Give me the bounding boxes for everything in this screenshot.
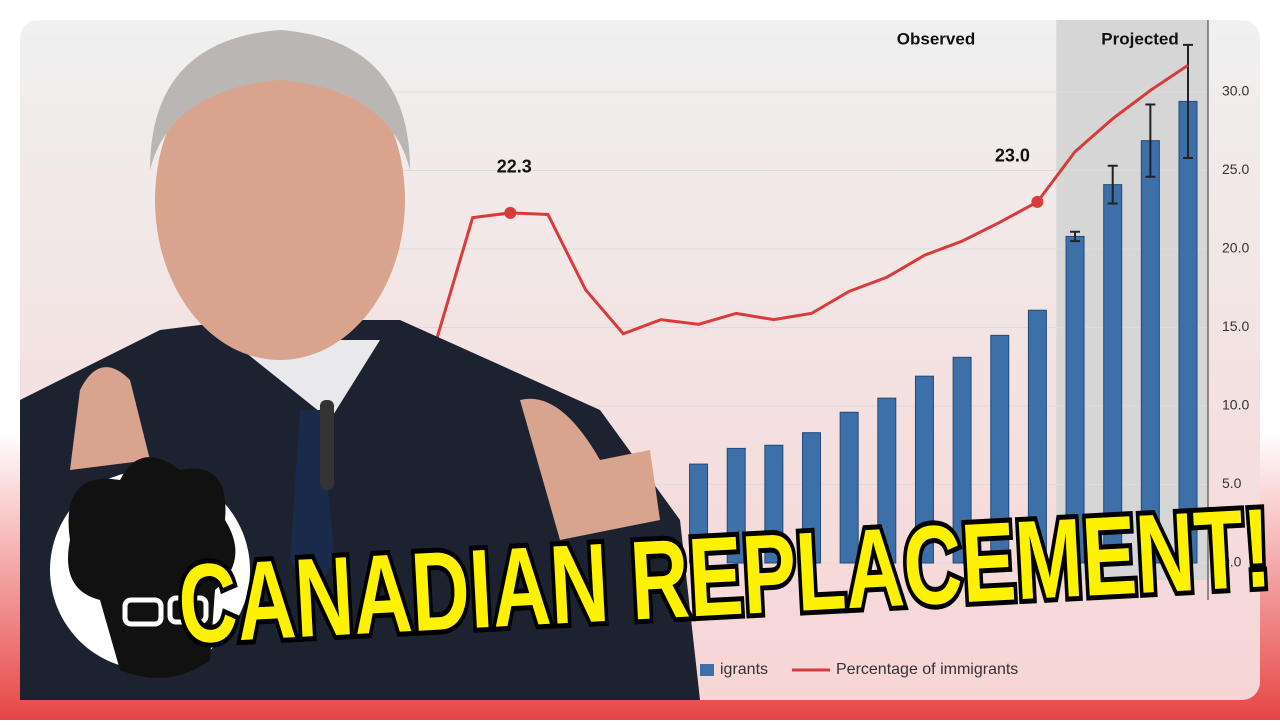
bar bbox=[839, 411, 859, 564]
bar bbox=[764, 444, 784, 564]
value-label: 23.0 bbox=[995, 146, 1030, 166]
error-bar bbox=[1145, 103, 1156, 178]
error-bar bbox=[1107, 164, 1118, 205]
point bbox=[504, 206, 517, 219]
mascot-logo bbox=[50, 457, 250, 678]
region-label: Projected bbox=[1101, 29, 1178, 48]
y-tick-label: 20.0 bbox=[1222, 240, 1249, 256]
bar bbox=[726, 447, 746, 564]
value-label: 22.3 bbox=[497, 157, 532, 177]
y-tick-label: 10.0 bbox=[1222, 397, 1249, 413]
y-tick-label: 5.0 bbox=[1222, 475, 1242, 491]
bar bbox=[877, 397, 897, 564]
bar bbox=[689, 463, 709, 564]
line bbox=[433, 64, 1189, 346]
y-tick-label: 15.0 bbox=[1222, 318, 1249, 334]
bar bbox=[1027, 309, 1047, 564]
legend-label: Percentage of immigrants bbox=[836, 661, 1018, 678]
y-tick-label: 30.0 bbox=[1222, 83, 1249, 99]
error-bar bbox=[1183, 43, 1193, 159]
error-bar bbox=[1070, 230, 1081, 243]
legend-label: igrants bbox=[720, 661, 768, 678]
region-label: Observed bbox=[897, 29, 975, 48]
bar bbox=[990, 334, 1010, 564]
bar bbox=[802, 432, 821, 564]
bar bbox=[952, 356, 972, 564]
point bbox=[1031, 195, 1044, 208]
bar bbox=[914, 375, 934, 564]
y-tick-label: 25.0 bbox=[1222, 161, 1249, 177]
y-tick-label: 0.0 bbox=[1222, 554, 1242, 570]
legend-swatch bbox=[700, 664, 714, 676]
